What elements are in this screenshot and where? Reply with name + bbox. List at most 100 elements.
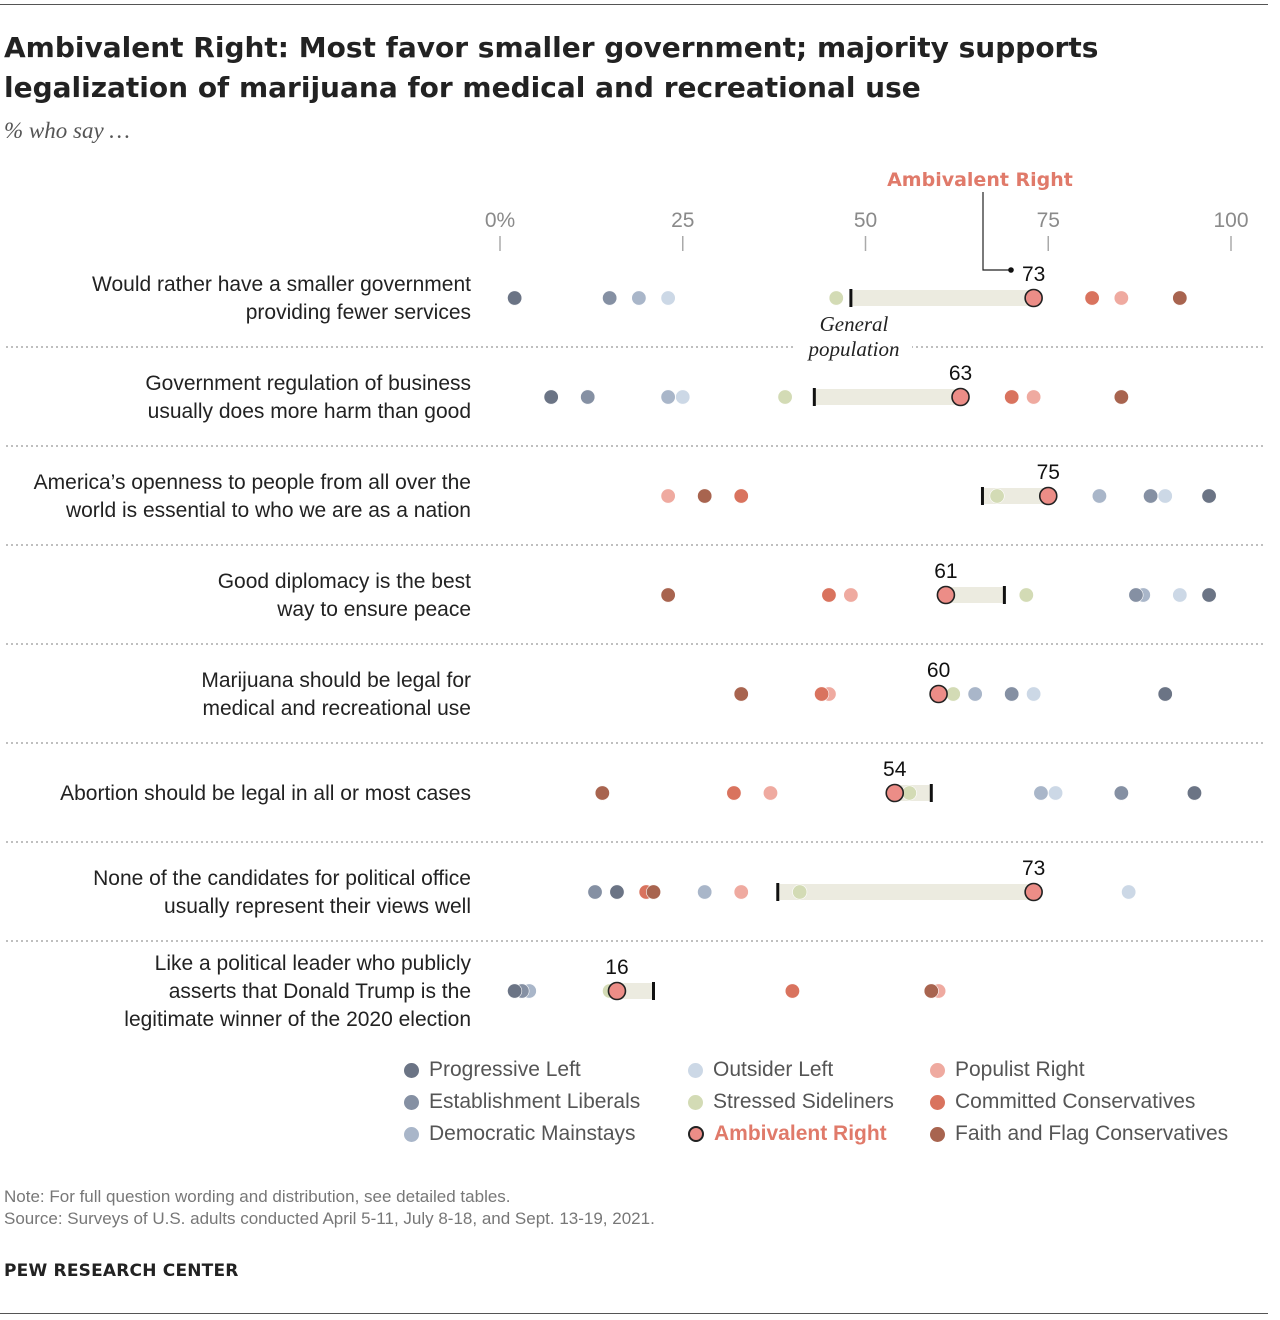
dot-progressive-left	[1157, 686, 1173, 702]
row-label-line: Good diplomacy is the best	[218, 570, 471, 593]
legend-label: Committed Conservatives	[955, 1090, 1196, 1113]
ambivalent-right-value-label: 54	[883, 758, 907, 781]
legend-item-outsider-left: Outsider Left	[688, 1056, 833, 1084]
chart-title: Ambivalent Right: Most favor smaller gov…	[4, 31, 1099, 104]
row-label-line: legitimate winner of the 2020 election	[124, 1008, 471, 1031]
bottom-rule	[0, 1313, 1268, 1314]
legend-label: Faith and Flag Conservatives	[955, 1122, 1229, 1145]
dot-outsider-left	[1026, 686, 1042, 702]
ambivalent-right-value-label: 75	[1037, 461, 1060, 484]
dot-committed-conservatives	[814, 686, 830, 702]
dot-progressive-left	[543, 389, 559, 405]
brand-logo-text: PEW RESEARCH CENTER	[4, 1261, 239, 1281]
dot-outsider-left	[1121, 884, 1137, 900]
ambivalent-right-value-label: 60	[927, 659, 950, 682]
dot-stressed-sideliners	[792, 884, 808, 900]
dot-outsider-left	[1157, 488, 1173, 504]
ambivalent-right-value-label: 73	[1022, 857, 1045, 880]
legend-swatch	[688, 1062, 703, 1078]
dot-progressive-left	[609, 884, 625, 900]
dot-committed-conservatives	[733, 488, 749, 504]
legend-swatch	[404, 1094, 419, 1110]
dot-establishment-liberals	[1004, 686, 1020, 702]
x-tick-label: 100	[1213, 209, 1248, 232]
dot-populist-right	[1113, 290, 1129, 306]
chart-row: Marijuana should be legal for medical and…	[6, 659, 1266, 744]
dot-ambivalent-right	[1024, 288, 1043, 308]
dot-committed-conservatives	[784, 983, 800, 999]
dot-outsider-left	[675, 389, 691, 405]
row-label-line: Like a political leader who publicly	[155, 952, 472, 975]
highlight-series-label: Ambivalent Right	[887, 169, 1073, 191]
row-label-line: Abortion should be legal in all or most …	[60, 782, 471, 805]
dot-stressed-sideliners	[989, 488, 1005, 504]
dot-faith-and-flag-conservatives	[1172, 290, 1188, 306]
dot-faith-and-flag-conservatives	[697, 488, 713, 504]
legend-label: Outsider Left	[713, 1058, 834, 1081]
legend-item-faith-and-flag-conservatives: Faith and Flag Conservatives	[930, 1120, 1228, 1148]
top-rule	[0, 4, 1268, 5]
dot-faith-and-flag-conservatives	[923, 983, 939, 999]
dot-ambivalent-right	[929, 684, 948, 704]
row-label-line: usually represent their views well	[164, 895, 471, 918]
dot-establishment-liberals	[580, 389, 596, 405]
callout-dot	[1008, 267, 1014, 273]
dot-democratic-mainstays	[1033, 785, 1049, 801]
dot-committed-conservatives	[726, 785, 742, 801]
row-label-line: world is essential to who we are as a na…	[65, 499, 471, 522]
dot-ambivalent-right	[951, 387, 970, 407]
dot-democratic-mainstays	[697, 884, 713, 900]
dot-establishment-liberals	[602, 290, 618, 306]
dot-committed-conservatives	[821, 587, 837, 603]
dot-stressed-sideliners	[901, 785, 917, 801]
x-tick-label: 25	[671, 209, 694, 232]
note-text: Note: For full question wording and dist…	[4, 1187, 511, 1206]
legend-label: Progressive Left	[429, 1058, 581, 1081]
legend-label: Populist Right	[955, 1058, 1085, 1081]
dot-populist-right	[733, 884, 749, 900]
x-tick-label: 75	[1037, 209, 1060, 232]
chart-row: America’s openness to people from all ov…	[6, 461, 1266, 546]
ambivalent-right-value-label: 63	[949, 362, 972, 385]
ambivalent-right-value-label: 61	[934, 560, 957, 583]
row-label-line: asserts that Donald Trump is the	[169, 980, 471, 1003]
dot-populist-right	[1026, 389, 1042, 405]
gap-bar	[850, 290, 1034, 306]
ambivalent-right-value-label: 16	[605, 956, 628, 979]
legend-label: Democratic Mainstays	[429, 1122, 636, 1145]
row-label-line: None of the candidates for political off…	[93, 867, 471, 890]
dot-committed-conservatives	[1084, 290, 1100, 306]
source-text: Source: Surveys of U.S. adults conducted…	[4, 1209, 655, 1228]
dot-outsider-left	[1048, 785, 1064, 801]
dot-ambivalent-right	[1038, 486, 1058, 506]
dot-establishment-liberals	[1113, 785, 1129, 801]
legend-swatch	[930, 1094, 945, 1110]
dot-democratic-mainstays	[1091, 488, 1107, 504]
dot-stressed-sideliners	[828, 290, 844, 306]
dot-outsider-left	[660, 290, 676, 306]
ambivalent-right-value-label: 73	[1022, 263, 1045, 286]
row-label-line: America’s openness to people from all ov…	[34, 471, 471, 494]
legend-swatch	[404, 1062, 419, 1078]
legend-label: Stressed Sideliners	[713, 1090, 894, 1113]
row-label-line: usually does more harm than good	[148, 400, 471, 423]
legend-swatch	[688, 1094, 703, 1110]
dot-ambivalent-right	[607, 981, 627, 1001]
legend-swatch	[930, 1126, 945, 1142]
dot-establishment-liberals	[1143, 488, 1159, 504]
legend-item-populist-right: Populist Right	[930, 1056, 1085, 1084]
dot-progressive-left	[1201, 488, 1217, 504]
dot-progressive-left	[1201, 587, 1217, 603]
annotation-background	[796, 338, 912, 360]
dot-ambivalent-right	[885, 783, 905, 803]
legend-item-stressed-sideliners: Stressed Sideliners	[688, 1088, 894, 1116]
dot-faith-and-flag-conservatives	[660, 587, 676, 603]
chart-row: None of the candidates for political off…	[6, 857, 1266, 942]
x-tick-label: 50	[854, 209, 877, 232]
legend-item-progressive-left: Progressive Left	[404, 1056, 581, 1084]
general-population-annotation: General	[820, 312, 889, 336]
chart-row: Abortion should be legal in all or most …	[6, 758, 1266, 843]
chart-row: Like a political leader who publicly asse…	[124, 952, 947, 1031]
dot-democratic-mainstays	[660, 389, 676, 405]
dot-stressed-sideliners	[1018, 587, 1034, 603]
